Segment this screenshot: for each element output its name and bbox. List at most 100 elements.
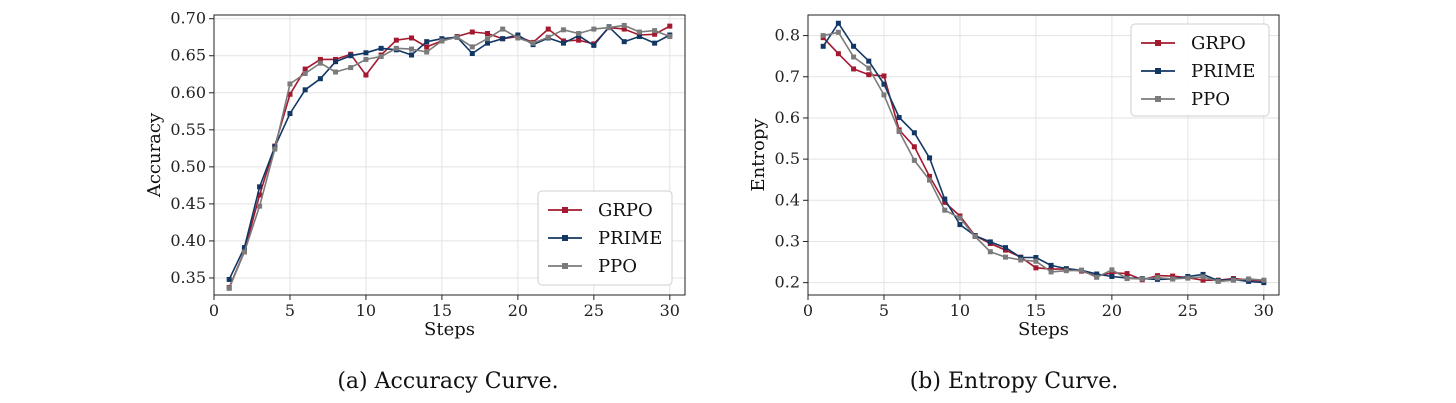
- legend-swatch-marker: [562, 263, 568, 269]
- data-point: [409, 52, 415, 58]
- data-point: [302, 87, 308, 93]
- data-point: [911, 157, 917, 163]
- data-point: [1230, 277, 1236, 283]
- data-point: [545, 26, 551, 32]
- y-tick-label: 0.5: [775, 149, 800, 168]
- data-point: [287, 81, 293, 87]
- data-point: [652, 31, 658, 37]
- x-tick-label: 15: [1026, 301, 1046, 320]
- data-point: [287, 91, 293, 97]
- legend-swatch-marker: [1155, 40, 1161, 46]
- data-point: [515, 35, 521, 41]
- caption-entropy: (b) Entropy Curve.: [910, 369, 1119, 394]
- accuracy-chart: 0 5 10 15 20 25 30 0.35 0.40 0.45 0.50 0.55 0.60 0.65…: [144, 9, 686, 340]
- data-point: [851, 66, 857, 72]
- data-point: [591, 26, 597, 32]
- data-point: [333, 59, 339, 65]
- y-tick-label: 0.8: [775, 26, 800, 45]
- data-point: [1003, 245, 1009, 251]
- data-point: [1063, 268, 1069, 274]
- data-point: [530, 40, 536, 46]
- data-point: [1109, 273, 1115, 279]
- y-axis-label: Entropy: [748, 118, 769, 192]
- data-point: [241, 249, 247, 255]
- legend-label: PRIME: [598, 228, 662, 249]
- data-point: [1215, 278, 1221, 284]
- data-point: [560, 40, 566, 46]
- data-point: [378, 45, 384, 51]
- data-point: [621, 39, 627, 45]
- data-point: [881, 73, 887, 79]
- data-point: [1261, 277, 1267, 283]
- data-point: [636, 29, 642, 35]
- data-point: [1094, 271, 1100, 277]
- data-point: [424, 44, 430, 50]
- data-point: [576, 37, 582, 43]
- data-point: [484, 36, 490, 42]
- data-point: [1170, 273, 1176, 279]
- data-point: [317, 56, 323, 62]
- data-point: [1185, 275, 1191, 281]
- data-point: [454, 34, 460, 40]
- x-tick-label: 20: [1102, 301, 1122, 320]
- x-tick-label: 0: [209, 301, 219, 320]
- data-point: [378, 53, 384, 59]
- data-point: [409, 46, 415, 52]
- x-tick-label: 15: [432, 301, 452, 320]
- legend-label: GRPO: [1191, 33, 1246, 54]
- data-point: [1124, 276, 1130, 282]
- data-point: [257, 192, 263, 198]
- data-point: [820, 33, 826, 39]
- data-point: [866, 72, 872, 78]
- data-point: [896, 115, 902, 121]
- data-point: [363, 50, 369, 56]
- data-point: [851, 43, 857, 49]
- data-point: [835, 29, 841, 35]
- y-tick-label: 0.55: [170, 120, 206, 139]
- data-point: [302, 71, 308, 77]
- plot-frame: [213, 14, 686, 296]
- data-point: [652, 40, 658, 46]
- data-point: [1078, 267, 1084, 273]
- data-point: [484, 40, 490, 46]
- legend-box: [537, 190, 673, 286]
- data-point: [911, 130, 917, 136]
- y-tick-label: 0.35: [170, 268, 206, 287]
- data-point: [363, 72, 369, 78]
- data-point: [272, 146, 278, 152]
- data-point: [317, 60, 323, 66]
- x-tick-label: 25: [584, 301, 604, 320]
- data-point: [621, 22, 627, 28]
- data-point: [469, 44, 475, 50]
- data-point: [942, 199, 948, 205]
- data-point: [835, 51, 841, 57]
- data-point: [469, 51, 475, 57]
- data-point: [576, 31, 582, 37]
- data-point: [667, 33, 673, 39]
- y-tick-label: 0.6: [775, 108, 800, 127]
- data-point: [226, 285, 232, 291]
- data-point: [820, 43, 826, 49]
- data-point: [287, 111, 293, 117]
- x-tick-label: 30: [1254, 301, 1274, 320]
- data-point: [591, 42, 597, 48]
- data-point: [835, 20, 841, 26]
- data-point: [621, 26, 627, 32]
- y-tick-label: 0.2: [775, 273, 800, 292]
- data-point: [866, 58, 872, 64]
- x-tick-label: 0: [803, 301, 813, 320]
- data-point: [987, 249, 993, 255]
- data-point: [667, 23, 673, 29]
- data-point: [881, 81, 887, 87]
- data-point: [241, 245, 247, 251]
- data-point: [942, 196, 948, 202]
- legend-label: PRIME: [1191, 61, 1255, 82]
- y-axis-label: Accuracy: [144, 112, 165, 198]
- data-point: [1033, 265, 1039, 271]
- x-tick-label: 5: [879, 301, 889, 320]
- data-point: [1048, 266, 1054, 272]
- data-point: [1139, 276, 1145, 282]
- legend: GRPO PRIME PPO: [537, 190, 673, 286]
- series-ppo: [226, 22, 673, 291]
- y-tick-label: 0.65: [170, 46, 206, 65]
